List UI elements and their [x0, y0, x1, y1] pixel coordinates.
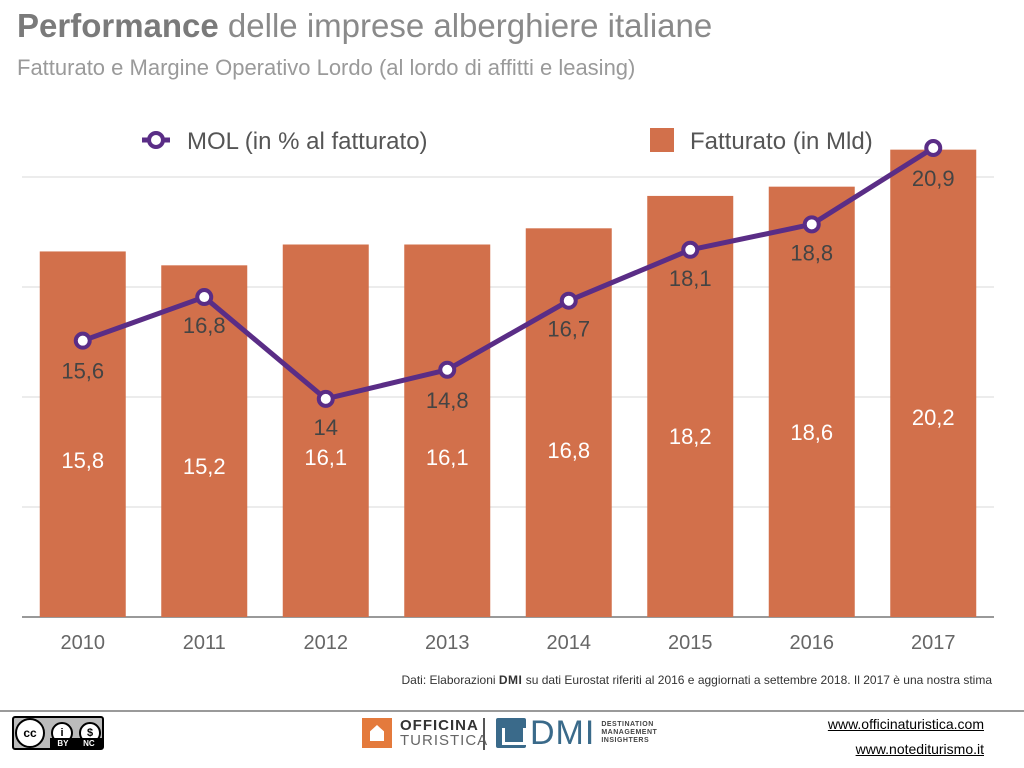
bar-label-2014: 16,8: [547, 438, 590, 463]
mol-point-2017: [924, 138, 943, 157]
page-title-rest: delle imprese alberghiere italiane: [218, 7, 713, 44]
mol-label-2016: 18,8: [790, 240, 833, 265]
dmi-tagline-2: MANAGEMENT: [601, 728, 658, 736]
mol-label-2017: 20,9: [912, 166, 955, 191]
cc-tag-by: BY: [57, 738, 69, 748]
cc-license-badge[interactable]: cc i $ BY NC: [12, 716, 104, 750]
mol-label-2014: 16,7: [547, 317, 590, 342]
bar-label-2017: 20,2: [912, 405, 955, 430]
bar-2012: [282, 244, 369, 617]
page-title-bold: Performance: [17, 7, 219, 44]
bar-label-2016: 18,6: [790, 420, 833, 445]
cc-tags: BY NC: [50, 738, 102, 748]
bar-label-2011: 15,2: [183, 454, 226, 479]
cc-icon: cc: [15, 718, 45, 748]
dmi-tagline-1: DESTINATION: [601, 720, 654, 728]
bar-label-2010: 15,8: [61, 448, 104, 473]
bar-label-2012: 16,1: [304, 445, 347, 470]
mol-point-2016: [802, 215, 821, 234]
bar-2013: [404, 244, 491, 617]
mol-line: [81, 145, 935, 402]
mol-label-2010: 15,6: [61, 359, 104, 384]
dmi-mark-icon: [496, 718, 526, 748]
x-tick-2011: 2011: [183, 632, 226, 654]
x-tick-2015: 2015: [668, 632, 713, 654]
legend-line-marker: [147, 131, 165, 149]
mol-label-2012: 14: [314, 415, 338, 440]
cc-tag-nc: NC: [83, 738, 95, 748]
officina-house-icon: [362, 718, 392, 748]
bar-2017: [890, 149, 977, 618]
x-tick-2012: 2012: [304, 632, 349, 654]
logo-separator: [483, 718, 485, 750]
mol-point-2015: [681, 240, 700, 259]
mol-point-2013: [438, 360, 457, 379]
mol-label-2015: 18,1: [669, 266, 712, 291]
officina-word: OFFICINA: [400, 717, 479, 734]
source-prefix: Dati: Elaborazioni: [401, 673, 499, 687]
bar-label-2013: 16,1: [426, 445, 469, 470]
legend-bar-swatch: [650, 128, 674, 152]
legend-label-fatturato: Fatturato (in Mld): [690, 128, 873, 155]
source-suffix: su dati Eurostat riferiti al 2016 e aggi…: [522, 673, 992, 687]
x-tick-2014: 2014: [547, 632, 592, 654]
mol-point-2011: [195, 288, 214, 307]
mol-point-2010: [73, 331, 92, 350]
x-tick-2013: 2013: [425, 632, 470, 654]
legend-label-mol: MOL (in % al fatturato): [187, 128, 428, 155]
footer-divider: [0, 710, 1024, 712]
page-subtitle: Fatturato e Margine Operativo Lordo (al …: [17, 55, 636, 80]
bar-2015: [647, 195, 734, 617]
mol-label-2013: 14,8: [426, 388, 469, 413]
mol-point-2012: [316, 389, 335, 408]
dmi-tagline-3: INSIGHTERS: [601, 737, 650, 745]
website-link-officina[interactable]: www.officinaturistica.com: [827, 716, 984, 732]
dmi-tagline: DESTINATION MANAGEMENT INSIGHTERS: [601, 721, 657, 745]
bar-2016: [768, 186, 855, 617]
source-brand: DMI: [498, 673, 523, 687]
mol-label-2011: 16,8: [183, 313, 226, 338]
combo-chart: MOL (in % al fatturato) Fatturato (in Mld…: [22, 128, 994, 654]
officina-turistica-logo: OFFICINA TURISTICA: [362, 718, 488, 748]
x-tick-2016: 2016: [790, 632, 835, 654]
source-note: Dati: Elaborazioni DMI su dati Eurostat …: [402, 673, 993, 687]
mol-point-2014: [559, 291, 578, 310]
dmi-logo: DMI DESTINATION MANAGEMENT INSIGHTERS: [496, 716, 657, 750]
x-tick-2017: 2017: [911, 632, 956, 654]
dmi-word: DMI: [530, 714, 596, 752]
turistica-word: TURISTICA: [400, 732, 489, 749]
x-tick-2010: 2010: [61, 632, 106, 654]
bar-label-2015: 18,2: [669, 424, 712, 449]
website-link-notediturismo[interactable]: www.notediturismo.it: [855, 741, 984, 757]
bar-2010: [39, 251, 126, 618]
page-title: Performance delle imprese alberghiere it…: [17, 7, 712, 45]
